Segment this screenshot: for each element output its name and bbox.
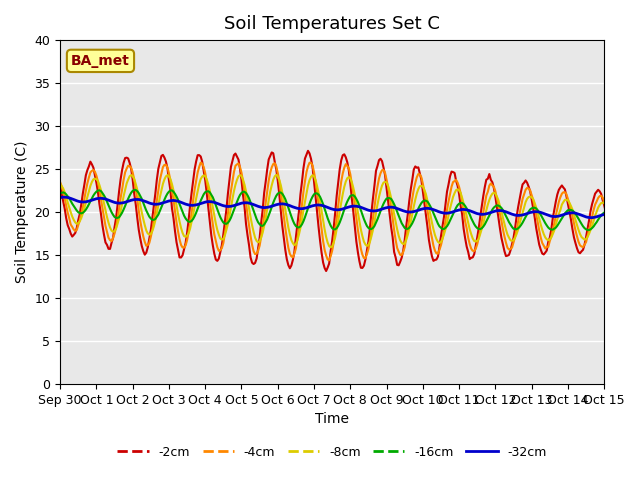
Title: Soil Temperatures Set C: Soil Temperatures Set C — [224, 15, 440, 33]
-8cm — [70, 217, 77, 223]
Y-axis label: Soil Temperature (C): Soil Temperature (C) — [15, 141, 29, 283]
-16cm — [131, 187, 138, 193]
-4cm — [70, 227, 77, 232]
-2cm — [56, 183, 64, 189]
-8cm — [445, 213, 452, 218]
-32cm — [72, 197, 79, 203]
X-axis label: Time: Time — [315, 412, 349, 426]
-2cm — [366, 225, 374, 231]
-16cm — [296, 224, 304, 229]
-32cm — [56, 195, 64, 201]
-4cm — [296, 215, 304, 221]
-4cm — [108, 238, 115, 244]
-16cm — [365, 225, 372, 231]
-32cm — [365, 207, 372, 213]
-16cm — [443, 223, 451, 229]
-2cm — [463, 244, 470, 250]
Legend: -2cm, -4cm, -8cm, -16cm, -32cm: -2cm, -4cm, -8cm, -16cm, -32cm — [113, 441, 552, 464]
-2cm — [637, 206, 640, 212]
Line: -16cm: -16cm — [60, 190, 640, 230]
-2cm — [304, 148, 312, 154]
-32cm — [637, 213, 640, 218]
-16cm — [56, 191, 64, 196]
-8cm — [296, 225, 304, 231]
-32cm — [60, 194, 67, 200]
-32cm — [296, 206, 304, 212]
-2cm — [295, 209, 303, 215]
Text: BA_met: BA_met — [71, 54, 130, 68]
-4cm — [366, 237, 374, 243]
-4cm — [325, 257, 333, 263]
-4cm — [637, 200, 640, 206]
-8cm — [463, 213, 470, 219]
Line: -4cm: -4cm — [60, 163, 640, 260]
-16cm — [637, 212, 640, 218]
-16cm — [70, 203, 77, 209]
-4cm — [56, 179, 64, 185]
-8cm — [273, 172, 280, 178]
-32cm — [623, 216, 630, 222]
-32cm — [109, 199, 117, 205]
-8cm — [637, 203, 640, 209]
-8cm — [327, 244, 335, 250]
-2cm — [445, 181, 452, 187]
-2cm — [108, 240, 115, 246]
-8cm — [56, 181, 64, 187]
-2cm — [323, 268, 330, 274]
-32cm — [443, 210, 451, 216]
-4cm — [463, 226, 470, 231]
Line: -8cm: -8cm — [60, 175, 640, 247]
-8cm — [108, 228, 115, 233]
-16cm — [461, 203, 469, 209]
-16cm — [621, 228, 629, 233]
-16cm — [108, 209, 115, 215]
-8cm — [366, 239, 374, 245]
-32cm — [461, 207, 469, 213]
-4cm — [445, 199, 452, 204]
Line: -2cm: -2cm — [60, 151, 640, 271]
Line: -32cm: -32cm — [60, 197, 640, 219]
-4cm — [197, 160, 205, 166]
-2cm — [70, 232, 77, 238]
